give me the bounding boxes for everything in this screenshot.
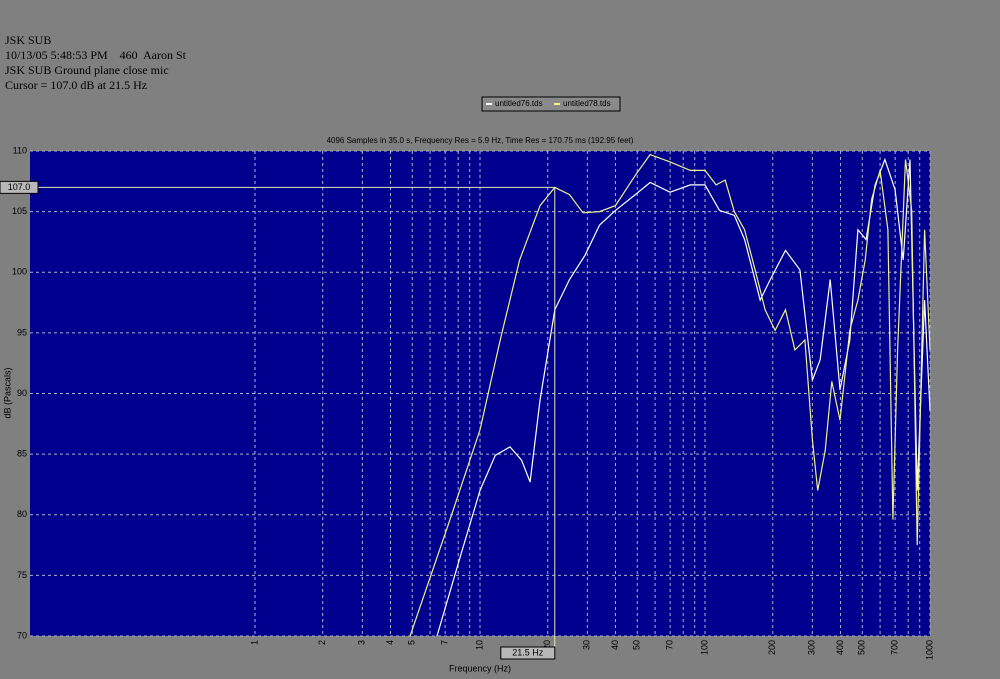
- y-tick-label: 80: [17, 509, 27, 519]
- cursor-label-box: [500, 646, 556, 660]
- cursor-y-label: 107.0: [8, 182, 31, 192]
- header-line: JSK SUB Ground plane close mic: [5, 63, 169, 77]
- y-axis-label: dB (Pascals): [2, 367, 12, 418]
- legend-label: untitled76.tds: [495, 99, 543, 108]
- x-tick-label: 70: [665, 640, 675, 650]
- y-tick-label: 85: [17, 449, 27, 459]
- x-tick-label: 5: [407, 640, 417, 645]
- y-tick-label: 110: [13, 145, 27, 155]
- x-tick-label: 50: [632, 640, 642, 650]
- x-tick-label: 40: [610, 640, 620, 650]
- x-axis-label: Frequency (Hz): [449, 663, 511, 673]
- x-tick-label: 100: [699, 640, 709, 655]
- x-tick-label: 400: [835, 640, 845, 655]
- y-tick-label: 100: [12, 267, 27, 277]
- x-tick-label: 1000: [924, 640, 934, 660]
- x-tick-label: 10: [474, 640, 484, 650]
- cursor-x-label: 21.5 Hz: [512, 647, 544, 657]
- y-tick-label: 95: [17, 327, 27, 337]
- x-tick-label: 300: [807, 640, 817, 655]
- x-tick-label: 7: [440, 640, 450, 645]
- y-tick-label: 90: [17, 388, 27, 398]
- header-line: 10/13/05 5:48:53 PM 460 Aaron St: [5, 48, 187, 62]
- x-tick-label: 1: [249, 640, 259, 645]
- y-tick-label: 105: [12, 206, 27, 216]
- data-line: [409, 153, 931, 637]
- x-tick-label: 2: [317, 640, 327, 645]
- x-tick-label: 4: [385, 640, 395, 645]
- y-tick-label: 70: [17, 630, 27, 640]
- x-tick-label: 3: [357, 640, 367, 645]
- x-tick-label: 500: [857, 640, 867, 655]
- legend-label: untitled78.tds: [563, 99, 611, 108]
- cursor-label-box: [0, 180, 39, 194]
- x-tick-label: 20: [542, 640, 552, 650]
- x-tick-label: 200: [767, 640, 777, 655]
- header-line: Cursor = 107.0 dB at 21.5 Hz: [5, 78, 147, 92]
- y-tick-label: 75: [17, 570, 27, 580]
- legend-box: [481, 96, 621, 112]
- header-line: JSK SUB: [5, 33, 51, 47]
- x-tick-label: 700: [890, 640, 900, 655]
- x-tick-label: 30: [582, 640, 592, 650]
- subtitle: 4096 Samples in 35.0 s, Frequency Res = …: [327, 136, 634, 145]
